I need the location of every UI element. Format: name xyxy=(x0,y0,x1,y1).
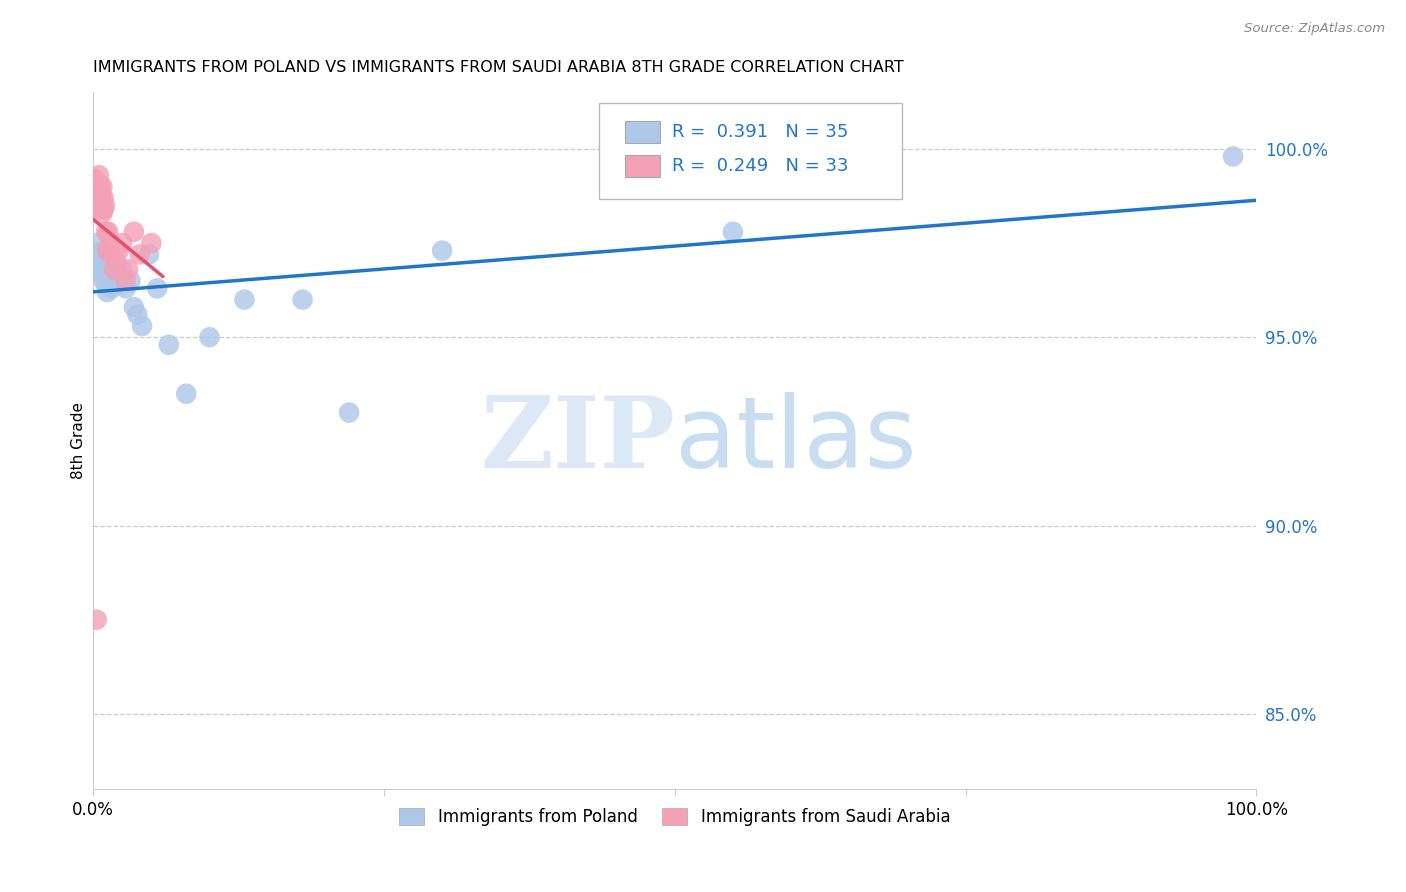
Point xyxy=(100,236,122,251)
Point xyxy=(721,225,744,239)
Point xyxy=(96,285,118,299)
Point xyxy=(89,251,111,265)
Point xyxy=(105,277,128,292)
Point xyxy=(89,191,111,205)
Point xyxy=(430,244,453,258)
Point xyxy=(87,255,110,269)
Point xyxy=(174,386,197,401)
Point xyxy=(83,172,105,186)
Point xyxy=(93,202,115,217)
Point xyxy=(90,198,112,212)
Text: R =  0.391   N = 35: R = 0.391 N = 35 xyxy=(672,123,849,141)
Point xyxy=(111,262,134,277)
Y-axis label: 8th Grade: 8th Grade xyxy=(72,402,86,479)
Point xyxy=(127,308,149,322)
Point xyxy=(83,262,105,277)
Point xyxy=(96,244,118,258)
Point xyxy=(94,198,117,212)
Point xyxy=(337,406,360,420)
Point xyxy=(120,274,142,288)
Point xyxy=(103,274,125,288)
Text: ZIP: ZIP xyxy=(479,392,675,490)
Point xyxy=(131,318,153,333)
Point xyxy=(93,191,115,205)
Legend: Immigrants from Poland, Immigrants from Saudi Arabia: Immigrants from Poland, Immigrants from … xyxy=(392,802,957,833)
Text: R =  0.249   N = 33: R = 0.249 N = 33 xyxy=(672,157,849,176)
Point xyxy=(114,281,136,295)
Point xyxy=(94,262,117,277)
Point xyxy=(87,194,110,209)
Point xyxy=(84,247,107,261)
Point xyxy=(86,198,108,212)
Point xyxy=(122,300,145,314)
Point xyxy=(97,270,120,285)
Bar xyxy=(624,121,659,144)
Point xyxy=(97,225,120,239)
Point xyxy=(91,206,114,220)
Point xyxy=(87,176,110,190)
Point xyxy=(84,179,107,194)
Text: atlas: atlas xyxy=(675,392,917,490)
Point xyxy=(146,281,169,295)
FancyBboxPatch shape xyxy=(599,103,901,199)
Point xyxy=(94,277,117,292)
Point xyxy=(90,187,112,202)
Point xyxy=(157,338,180,352)
Point xyxy=(101,281,124,295)
Point xyxy=(86,613,108,627)
Point xyxy=(107,266,129,280)
Point xyxy=(1222,149,1244,163)
Point xyxy=(87,202,110,217)
Point xyxy=(141,236,163,251)
Point xyxy=(91,244,114,258)
Point xyxy=(87,169,110,183)
Point xyxy=(87,259,110,273)
Point xyxy=(138,247,160,261)
Point xyxy=(91,179,114,194)
Text: IMMIGRANTS FROM POLAND VS IMMIGRANTS FROM SAUDI ARABIA 8TH GRADE CORRELATION CHA: IMMIGRANTS FROM POLAND VS IMMIGRANTS FRO… xyxy=(93,60,904,75)
Point xyxy=(103,262,125,277)
Point xyxy=(94,225,117,239)
Point xyxy=(93,274,115,288)
Point xyxy=(105,255,128,269)
Point xyxy=(198,330,221,344)
Point xyxy=(128,247,150,261)
Point xyxy=(233,293,256,307)
Point xyxy=(291,293,314,307)
Point xyxy=(122,225,145,239)
Text: Source: ZipAtlas.com: Source: ZipAtlas.com xyxy=(1244,22,1385,36)
Point xyxy=(107,244,129,258)
Point xyxy=(101,247,124,261)
Point xyxy=(100,262,122,277)
Point xyxy=(86,183,108,197)
Point xyxy=(89,179,111,194)
Point xyxy=(84,187,107,202)
Point xyxy=(111,236,134,251)
Point xyxy=(86,236,108,251)
Point xyxy=(117,262,139,277)
Bar xyxy=(624,155,659,178)
Point xyxy=(114,274,136,288)
Point xyxy=(90,266,112,280)
